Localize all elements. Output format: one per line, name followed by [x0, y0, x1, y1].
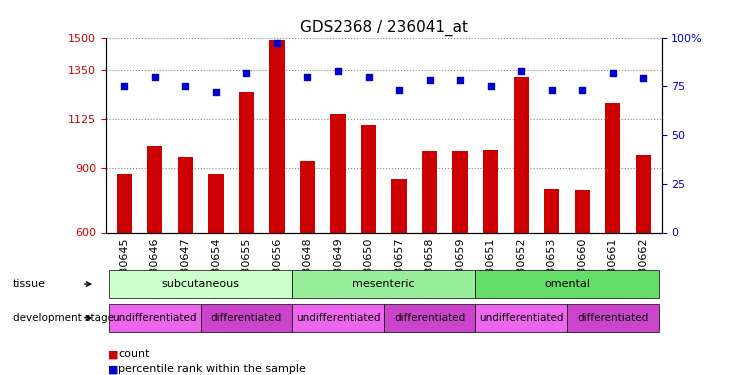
Bar: [391, 179, 406, 232]
Point: [302, 74, 314, 80]
Text: mesenteric: mesenteric: [352, 279, 415, 289]
Point: [393, 87, 405, 93]
Point: [637, 75, 649, 81]
Bar: [483, 150, 499, 232]
Bar: [178, 157, 193, 232]
Point: [485, 83, 496, 89]
Bar: [239, 92, 254, 232]
Text: percentile rank within the sample: percentile rank within the sample: [118, 364, 306, 374]
Text: ■: ■: [108, 364, 118, 374]
Bar: [636, 154, 651, 232]
Bar: [575, 190, 590, 232]
Text: differentiated: differentiated: [211, 313, 282, 323]
Bar: [605, 102, 621, 232]
Point: [515, 68, 527, 74]
Text: undifferentiated: undifferentiated: [113, 313, 197, 323]
Point: [271, 40, 283, 46]
Point: [149, 74, 161, 80]
Bar: [147, 146, 162, 232]
Point: [454, 77, 466, 83]
Bar: [513, 76, 529, 232]
Bar: [361, 125, 376, 232]
Bar: [300, 161, 315, 232]
Text: undifferentiated: undifferentiated: [296, 313, 380, 323]
Point: [576, 87, 588, 93]
Text: count: count: [118, 350, 150, 359]
Text: differentiated: differentiated: [577, 313, 648, 323]
Text: development stage: development stage: [13, 313, 114, 323]
Text: omental: omental: [544, 279, 590, 289]
Text: undifferentiated: undifferentiated: [479, 313, 564, 323]
Bar: [208, 174, 224, 232]
Point: [424, 77, 436, 83]
Point: [332, 68, 344, 74]
Point: [210, 89, 221, 95]
Text: differentiated: differentiated: [394, 313, 465, 323]
Bar: [117, 174, 132, 232]
Point: [607, 70, 618, 76]
Bar: [544, 189, 559, 232]
Text: subcutaneous: subcutaneous: [162, 279, 240, 289]
Bar: [269, 40, 284, 232]
Text: tissue: tissue: [13, 279, 46, 289]
Point: [180, 83, 192, 89]
Bar: [330, 114, 346, 232]
Bar: [452, 151, 468, 232]
Bar: [422, 151, 437, 232]
Title: GDS2368 / 236041_at: GDS2368 / 236041_at: [300, 20, 468, 36]
Point: [240, 70, 252, 76]
Text: ■: ■: [108, 350, 118, 359]
Point: [363, 74, 374, 80]
Point: [118, 83, 130, 89]
Point: [546, 87, 558, 93]
